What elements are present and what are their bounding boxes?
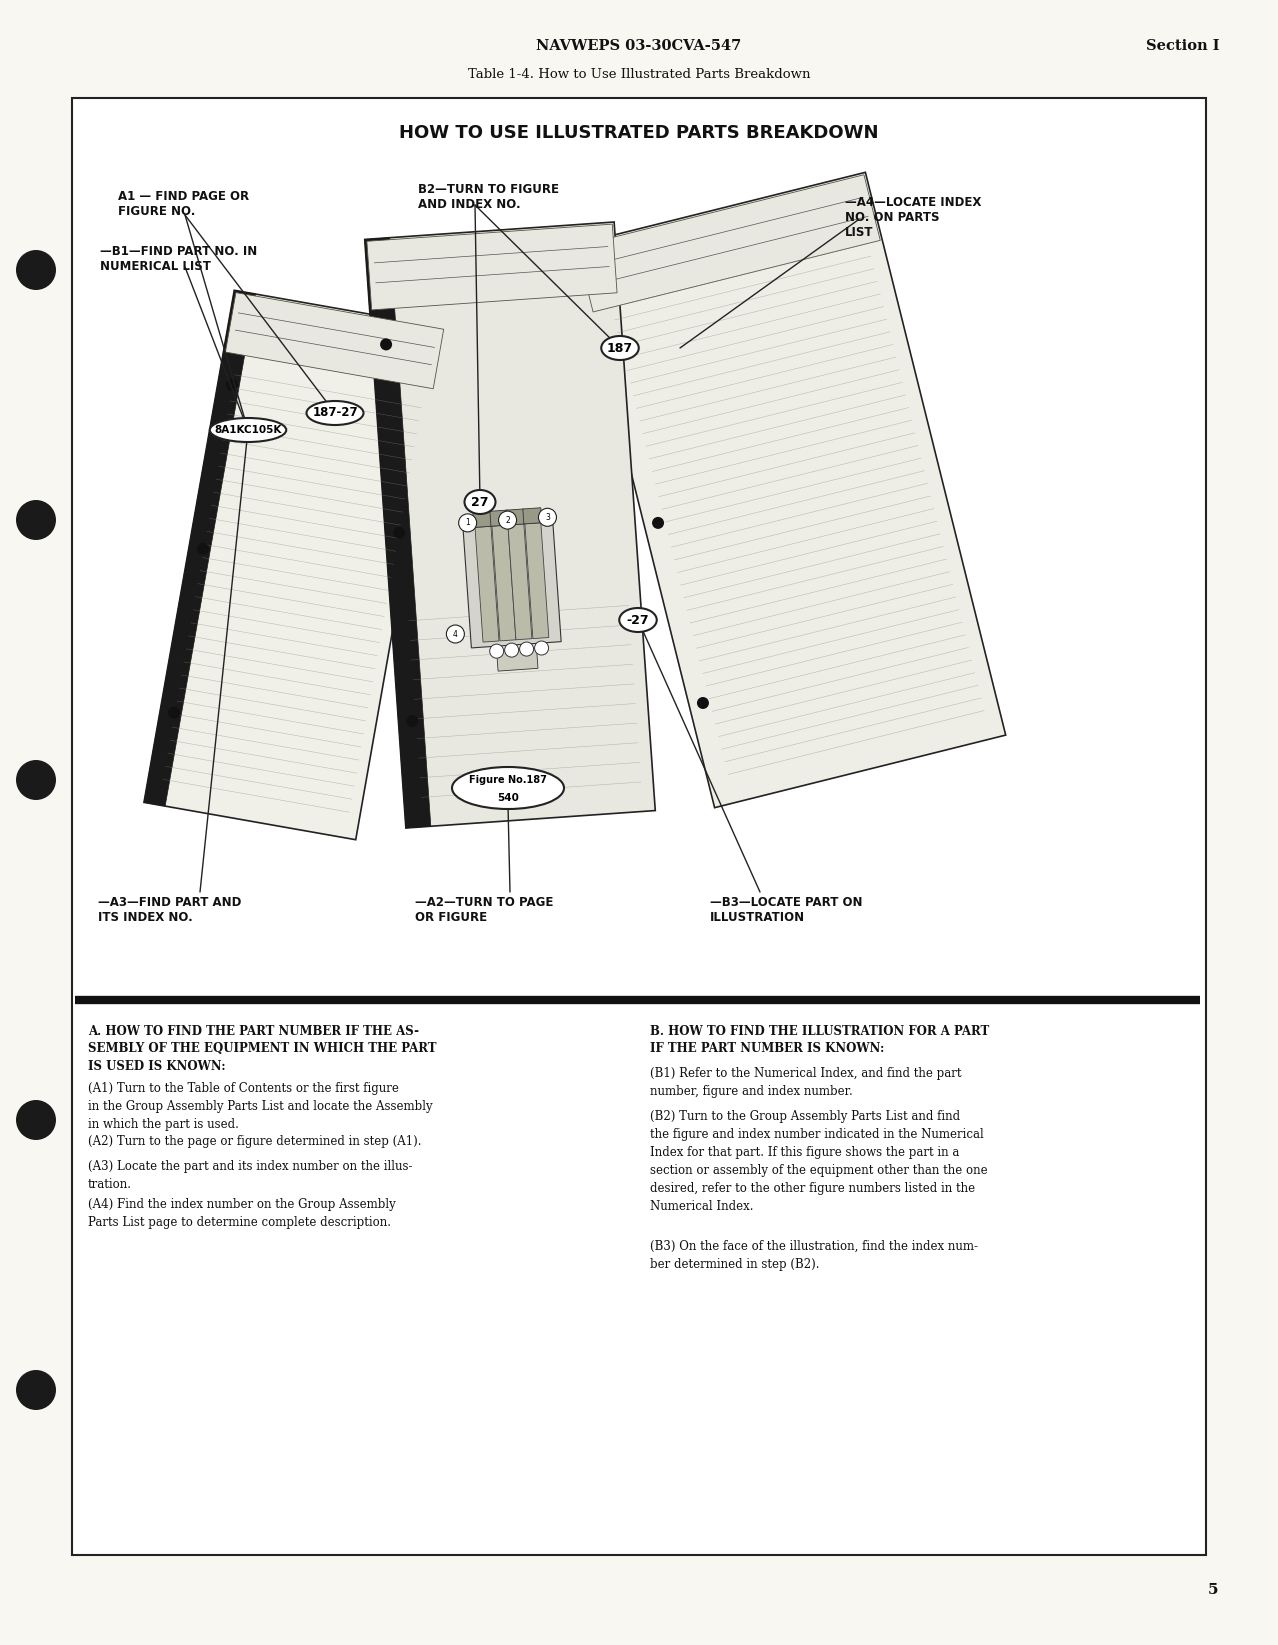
- Text: B. HOW TO FIND THE ILLUSTRATION FOR A PART
IF THE PART NUMBER IS KNOWN:: B. HOW TO FIND THE ILLUSTRATION FOR A PA…: [651, 1025, 989, 1056]
- Circle shape: [538, 508, 556, 526]
- Polygon shape: [144, 290, 446, 839]
- Circle shape: [607, 337, 619, 349]
- Circle shape: [489, 645, 504, 658]
- Text: (A3) Locate the part and its index number on the illus-
tration.: (A3) Locate the part and its index numbe…: [88, 1160, 413, 1191]
- Text: Figure No.187: Figure No.187: [469, 775, 547, 785]
- Circle shape: [520, 642, 534, 656]
- Text: 2: 2: [505, 515, 510, 525]
- Text: 8A1KC105K: 8A1KC105K: [215, 424, 281, 434]
- Text: A. HOW TO FIND THE PART NUMBER IF THE AS-
SEMBLY OF THE EQUIPMENT IN WHICH THE P: A. HOW TO FIND THE PART NUMBER IF THE AS…: [88, 1025, 437, 1073]
- Text: (A2) Turn to the page or figure determined in step (A1).: (A2) Turn to the page or figure determin…: [88, 1135, 422, 1148]
- Text: 4: 4: [452, 630, 458, 638]
- Circle shape: [226, 378, 238, 392]
- Circle shape: [197, 543, 208, 554]
- Text: 1: 1: [465, 518, 470, 528]
- Polygon shape: [497, 648, 538, 671]
- Text: B2—TURN TO FIGURE
AND INDEX NO.: B2—TURN TO FIGURE AND INDEX NO.: [418, 183, 558, 211]
- Circle shape: [17, 760, 56, 799]
- Polygon shape: [473, 512, 492, 528]
- Circle shape: [167, 707, 180, 719]
- Polygon shape: [492, 525, 516, 642]
- Polygon shape: [506, 508, 525, 525]
- Text: A1 — FIND PAGE OR
FIGURE NO.: A1 — FIND PAGE OR FIGURE NO.: [118, 191, 249, 219]
- Circle shape: [446, 625, 464, 643]
- Polygon shape: [364, 222, 656, 827]
- Polygon shape: [576, 174, 881, 313]
- Text: (A4) Find the index number on the Group Assembly
Parts List page to determine co: (A4) Find the index number on the Group …: [88, 1198, 396, 1229]
- Circle shape: [380, 339, 392, 350]
- Circle shape: [534, 642, 548, 655]
- Text: HOW TO USE ILLUSTRATED PARTS BREAKDOWN: HOW TO USE ILLUSTRATED PARTS BREAKDOWN: [399, 123, 879, 141]
- Text: —A3—FIND PART AND
ITS INDEX NO.: —A3—FIND PART AND ITS INDEX NO.: [98, 897, 242, 924]
- Polygon shape: [475, 526, 498, 642]
- Ellipse shape: [464, 490, 496, 513]
- Circle shape: [652, 517, 665, 530]
- Polygon shape: [364, 237, 431, 827]
- Polygon shape: [489, 510, 509, 526]
- Text: (A1) Turn to the Table of Contents or the first figure
in the Group Assembly Par: (A1) Turn to the Table of Contents or th…: [88, 1082, 433, 1132]
- Circle shape: [505, 643, 519, 656]
- Text: 187-27: 187-27: [312, 406, 358, 419]
- Polygon shape: [525, 523, 548, 638]
- Circle shape: [17, 250, 56, 290]
- Text: Table 1-4. How to Use Illustrated Parts Breakdown: Table 1-4. How to Use Illustrated Parts …: [468, 69, 810, 82]
- Text: (B2) Turn to the Group Assembly Parts List and find
the figure and index number : (B2) Turn to the Group Assembly Parts Li…: [651, 1110, 988, 1212]
- Polygon shape: [523, 508, 542, 525]
- Ellipse shape: [601, 336, 639, 360]
- Circle shape: [17, 1101, 56, 1140]
- Text: —B3—LOCATE PART ON
ILLUSTRATION: —B3—LOCATE PART ON ILLUSTRATION: [711, 897, 863, 924]
- Circle shape: [459, 513, 477, 531]
- Polygon shape: [225, 293, 443, 388]
- Text: —A2—TURN TO PAGE
OR FIGURE: —A2—TURN TO PAGE OR FIGURE: [415, 897, 553, 924]
- Text: (B3) On the face of the illustration, find the index num-
ber determined in step: (B3) On the face of the illustration, fi…: [651, 1240, 978, 1272]
- Polygon shape: [463, 512, 561, 648]
- Text: Section I: Section I: [1146, 39, 1220, 53]
- Ellipse shape: [620, 609, 657, 632]
- Text: 5: 5: [1208, 1582, 1218, 1597]
- Ellipse shape: [452, 767, 564, 809]
- Circle shape: [17, 1370, 56, 1410]
- Text: -27: -27: [626, 614, 649, 627]
- Text: 540: 540: [497, 793, 519, 803]
- Text: 3: 3: [544, 513, 550, 521]
- Text: NAVWEPS 03-30CVA-547: NAVWEPS 03-30CVA-547: [537, 39, 741, 53]
- Text: 27: 27: [472, 495, 488, 508]
- Text: (B1) Refer to the Numerical Index, and find the part
number, figure and index nu: (B1) Refer to the Numerical Index, and f…: [651, 1068, 961, 1097]
- Polygon shape: [367, 224, 617, 309]
- Polygon shape: [574, 173, 1006, 808]
- Text: —A4—LOCATE INDEX
NO. ON PARTS
LIST: —A4—LOCATE INDEX NO. ON PARTS LIST: [845, 196, 982, 239]
- Ellipse shape: [307, 401, 363, 424]
- Bar: [72, 99, 1206, 1555]
- Circle shape: [17, 500, 56, 540]
- Text: —B1—FIND PART NO. IN
NUMERICAL LIST: —B1—FIND PART NO. IN NUMERICAL LIST: [100, 245, 257, 273]
- Ellipse shape: [210, 418, 286, 443]
- Circle shape: [697, 697, 709, 709]
- Circle shape: [406, 716, 418, 727]
- Polygon shape: [507, 525, 532, 640]
- Text: 187: 187: [607, 342, 633, 355]
- Polygon shape: [144, 290, 256, 806]
- Circle shape: [394, 526, 405, 540]
- Circle shape: [498, 512, 516, 530]
